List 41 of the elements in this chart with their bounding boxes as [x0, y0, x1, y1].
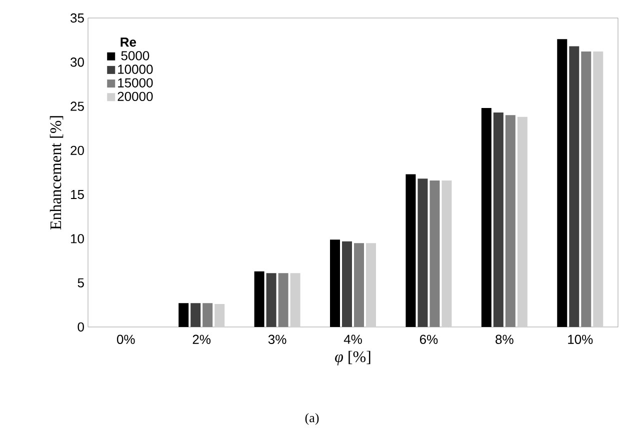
text: (a) — [305, 413, 319, 425]
bar — [214, 304, 225, 327]
bar — [190, 303, 201, 327]
bar — [493, 112, 504, 327]
y-tick-label: 25 — [70, 102, 84, 111]
x-tick-label: 3% — [268, 334, 286, 344]
x-tick-label: 6% — [420, 334, 438, 344]
x-axis-title: φ [%] — [335, 350, 370, 366]
y-tick-label: 5 — [78, 278, 84, 288]
y-tick-label: 35 — [70, 13, 84, 23]
y-tick-label: 15 — [71, 190, 84, 200]
legend-title: Re — [120, 38, 136, 47]
x-tick-label: 10% — [568, 334, 593, 344]
bar — [330, 240, 340, 327]
x-tick-label: 0% — [116, 334, 135, 344]
bar — [366, 243, 376, 327]
bar — [406, 174, 416, 327]
bar — [569, 46, 580, 327]
legend-label: 10000 — [118, 64, 153, 74]
y-axis-title: Enhancement [%] — [50, 116, 64, 230]
y-tick-label: 10 — [71, 234, 84, 244]
bar — [557, 39, 568, 327]
y-tick-label: 30 — [70, 58, 84, 67]
x-tick-label: 2% — [192, 334, 211, 344]
x-tick-label: 4% — [344, 334, 362, 344]
bar — [418, 178, 428, 327]
legend-label: 20000 — [118, 92, 153, 102]
bar — [178, 303, 189, 327]
bar — [481, 108, 492, 327]
bar — [593, 52, 604, 327]
y-tick-label: 20 — [70, 146, 84, 156]
legend-label: 15000 — [118, 78, 153, 88]
bar — [290, 273, 300, 327]
legend-label: 5000 — [121, 51, 150, 60]
bar — [342, 241, 352, 327]
x-tick-label: 8% — [496, 334, 514, 344]
bar — [442, 180, 452, 327]
bar — [266, 273, 276, 327]
bar — [254, 271, 264, 327]
y-tick-label: 0 — [78, 322, 84, 332]
bar — [517, 116, 528, 327]
